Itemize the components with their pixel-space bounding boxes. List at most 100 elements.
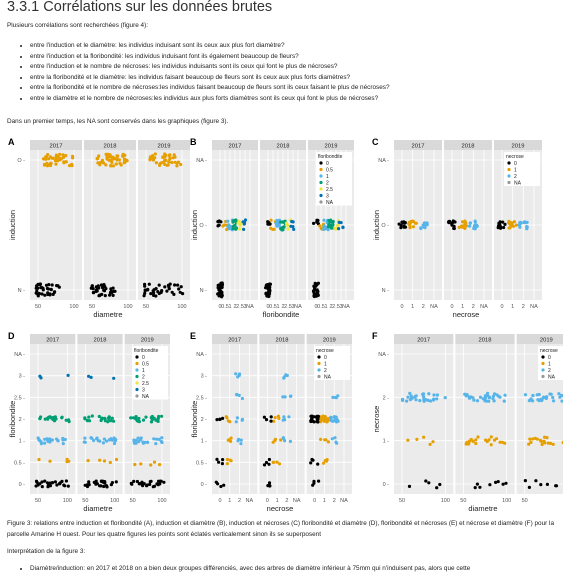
legend-key — [319, 194, 322, 197]
legend-label: 0 — [514, 161, 517, 167]
y-tick-label: 1 - — [201, 439, 208, 445]
data-point — [286, 224, 289, 227]
data-point — [155, 161, 158, 164]
data-point — [108, 416, 111, 419]
data-point — [51, 438, 54, 441]
facet-label: 2017 — [417, 338, 430, 344]
data-point — [180, 285, 183, 288]
x-tick-label: 100 — [441, 498, 450, 504]
data-point — [97, 154, 100, 157]
facet-label: 2019 — [158, 144, 171, 150]
data-point — [524, 479, 527, 482]
section-heading: 3.3.1 Corrélations sur les données brute… — [7, 0, 272, 15]
legend-key — [507, 181, 510, 184]
data-point — [405, 400, 408, 403]
legend-label: 0.5 — [326, 168, 333, 174]
data-point — [102, 441, 105, 444]
data-point — [63, 484, 66, 487]
data-point — [110, 290, 113, 293]
data-point — [87, 375, 90, 378]
x-tick-label: 2 — [238, 498, 241, 504]
data-point — [309, 461, 312, 464]
data-point — [504, 482, 507, 485]
y-tick-label: 2.5 - — [196, 395, 207, 401]
data-point — [540, 399, 543, 402]
data-point — [242, 228, 245, 231]
data-point — [490, 435, 493, 438]
legend-label: 0 — [548, 355, 551, 361]
legend-key — [135, 368, 138, 371]
data-point — [221, 458, 224, 461]
data-point — [468, 440, 471, 443]
data-point — [287, 415, 290, 418]
x-axis-label: diametre — [93, 310, 122, 319]
x-tick-label: 100 — [157, 498, 166, 504]
y-axis-label: necrose — [372, 406, 381, 433]
y-tick-label: O - — [381, 223, 389, 229]
legend-label: NA — [514, 181, 522, 187]
data-point — [282, 419, 285, 422]
data-point — [35, 480, 38, 483]
data-point — [528, 399, 531, 402]
data-point — [281, 395, 284, 398]
data-point — [35, 290, 38, 293]
x-tick-label: 1 — [323, 498, 326, 504]
data-point — [39, 286, 42, 289]
data-point — [160, 415, 163, 418]
data-point — [287, 227, 290, 230]
data-point — [240, 439, 243, 442]
data-point — [326, 419, 329, 422]
data-point — [92, 291, 95, 294]
data-point — [217, 284, 220, 287]
data-point — [96, 157, 99, 160]
data-point — [237, 438, 240, 441]
y-axis-label: floribondite — [190, 401, 199, 438]
data-point — [432, 398, 435, 401]
legend-label: 1 — [326, 174, 329, 180]
x-tick-label: 1 — [228, 498, 231, 504]
legend-label: 2 — [324, 368, 327, 374]
data-point — [322, 418, 325, 421]
data-point — [146, 441, 149, 444]
data-point — [55, 158, 58, 161]
data-point — [87, 459, 90, 462]
data-point — [323, 438, 326, 441]
data-point — [218, 224, 221, 227]
y-tick-label: 2.5 - — [14, 395, 25, 401]
x-tick-label: 100 — [63, 498, 72, 504]
data-point — [243, 222, 246, 225]
data-point — [410, 394, 413, 397]
data-point — [148, 283, 151, 286]
data-point — [474, 227, 477, 230]
data-point — [160, 440, 163, 443]
data-point — [103, 417, 106, 420]
data-point — [401, 399, 404, 402]
data-point — [474, 442, 477, 445]
data-point — [170, 161, 173, 164]
x-tick-label: 1 — [411, 304, 414, 310]
data-point — [142, 442, 145, 445]
data-point — [90, 287, 93, 290]
data-point — [152, 158, 155, 161]
data-point — [154, 442, 157, 445]
data-point — [409, 398, 412, 401]
data-point — [238, 227, 241, 230]
data-point — [492, 395, 495, 398]
data-point — [226, 220, 229, 223]
data-point — [534, 479, 537, 482]
data-point — [46, 287, 49, 290]
data-point — [173, 161, 176, 164]
legend-label: 1 — [548, 362, 551, 368]
data-point — [105, 485, 108, 488]
data-point — [508, 222, 511, 225]
data-point — [400, 221, 403, 224]
data-point — [316, 290, 319, 293]
data-point — [45, 284, 48, 287]
data-point — [334, 227, 337, 230]
data-point — [408, 485, 411, 488]
y-axis-label: induction — [8, 210, 17, 240]
data-point — [429, 399, 432, 402]
data-point — [215, 481, 218, 484]
data-point — [513, 220, 516, 223]
data-point — [524, 393, 527, 396]
